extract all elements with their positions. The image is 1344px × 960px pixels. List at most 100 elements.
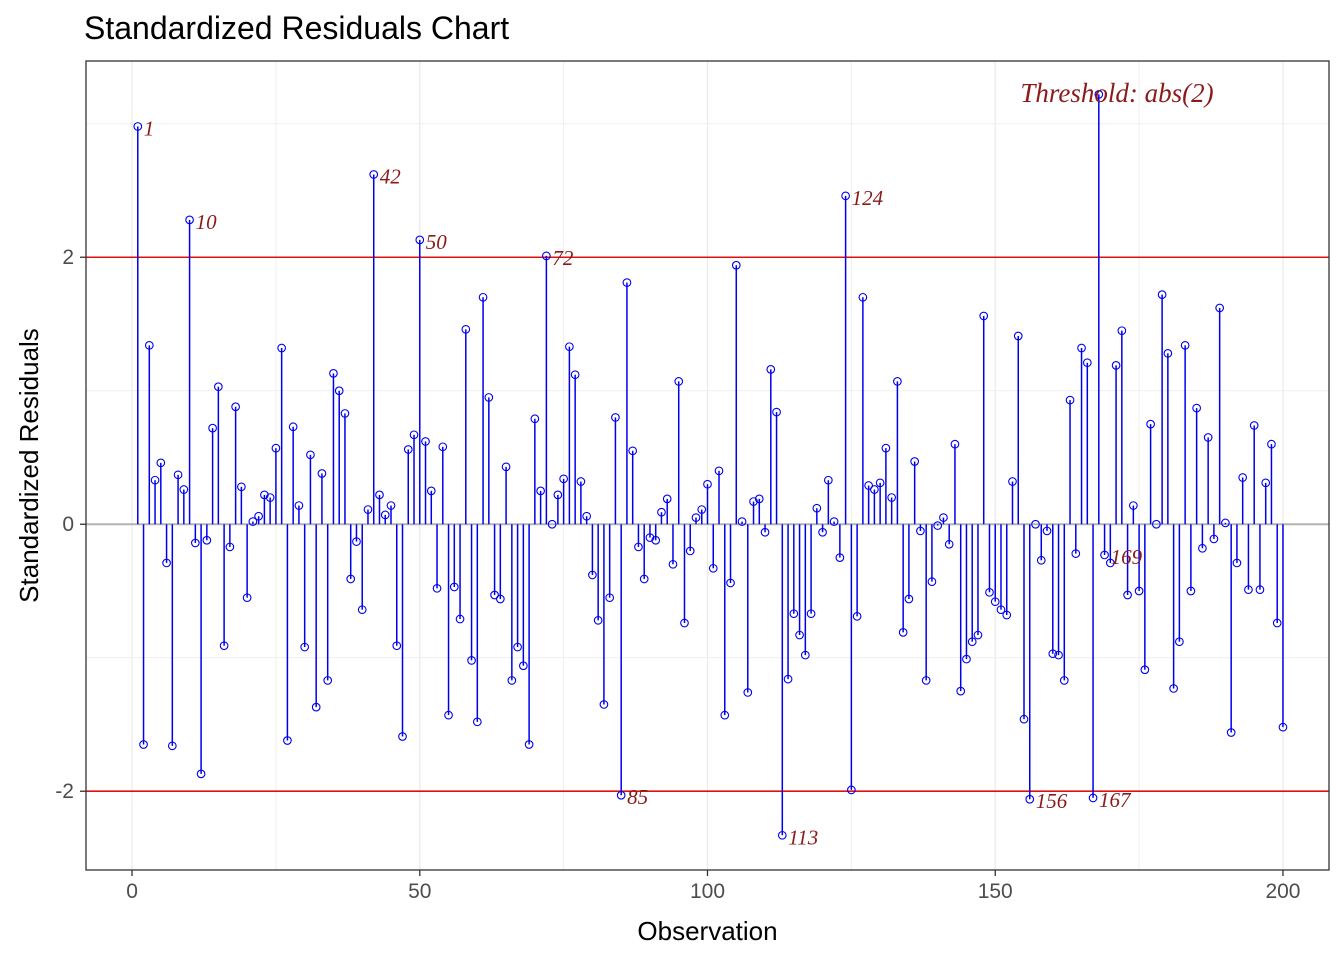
x-tick-label: 100	[690, 880, 725, 903]
residual-point	[1100, 550, 1109, 560]
residual-point	[979, 311, 989, 321]
residual-point	[1031, 519, 1040, 529]
residual-point	[415, 235, 425, 245]
residual-point	[144, 341, 154, 350]
residual-point	[1221, 518, 1230, 528]
residual-point	[864, 481, 873, 490]
residual-point	[524, 740, 534, 749]
residual-point	[593, 616, 603, 625]
residual-point	[1059, 676, 1069, 685]
residual-point	[265, 493, 275, 502]
residual-point	[311, 702, 321, 712]
residual-point	[519, 661, 528, 671]
residual-point	[703, 479, 712, 489]
residual-point	[599, 700, 609, 709]
residual-point	[444, 710, 453, 720]
point-layer	[133, 90, 1288, 840]
residual-point	[1175, 637, 1184, 647]
threshold-label: Threshold: abs(2)	[1020, 78, 1213, 108]
residual-point	[1238, 473, 1248, 482]
residual-point	[708, 563, 718, 573]
observation-label: 169	[1111, 545, 1143, 569]
residual-point	[214, 382, 223, 392]
residual-point	[559, 474, 568, 484]
residual-point	[760, 527, 770, 537]
residual-point	[277, 343, 287, 353]
residual-point	[254, 511, 263, 521]
residual-point	[1128, 501, 1138, 510]
residual-point	[852, 612, 862, 621]
residual-point	[219, 641, 229, 651]
residual-point	[530, 414, 540, 424]
residual-point	[1094, 90, 1104, 99]
x-axis-title: Observation	[637, 916, 777, 946]
observation-label: 1	[144, 116, 155, 140]
axis-layer: 0 50 100 150 200 -2 0 2	[55, 246, 1300, 903]
residual-point	[329, 369, 338, 378]
residual-point	[139, 740, 148, 749]
residual-point	[438, 442, 448, 452]
residual-point	[1244, 585, 1253, 595]
residual-point	[237, 482, 246, 492]
residual-point	[823, 475, 833, 485]
residual-point	[513, 642, 522, 652]
residual-point	[789, 609, 799, 619]
residual-point	[380, 510, 390, 520]
chart-title: Standardized Residuals Chart	[84, 10, 510, 46]
residual-point	[835, 553, 845, 562]
residual-point	[841, 191, 850, 201]
residual-point	[904, 594, 914, 604]
residual-point	[346, 574, 356, 584]
residual-point	[766, 365, 776, 374]
residual-point	[996, 605, 1006, 615]
residual-point	[455, 614, 465, 624]
residual-point	[363, 505, 373, 514]
residual-point	[1013, 331, 1023, 341]
residual-point	[1088, 793, 1098, 803]
residual-point	[582, 511, 592, 521]
residual-point	[357, 605, 367, 615]
residual-point	[1169, 684, 1178, 693]
residual-point	[375, 490, 384, 500]
residual-point	[1215, 303, 1225, 313]
grid-layer	[86, 61, 1329, 870]
x-tick-label: 200	[1265, 880, 1300, 903]
observation-label: 85	[627, 785, 648, 809]
residual-point	[893, 377, 902, 386]
residual-point	[800, 650, 810, 660]
residual-point	[743, 688, 753, 697]
residual-point	[1163, 349, 1173, 358]
residual-point	[1180, 341, 1190, 350]
residual-point	[1065, 395, 1075, 405]
residual-point	[881, 443, 891, 453]
residual-point	[691, 513, 701, 522]
residual-point	[179, 485, 189, 494]
residual-point	[553, 490, 563, 500]
residual-point	[283, 736, 292, 745]
residual-point	[156, 458, 166, 468]
residual-point	[1036, 555, 1046, 565]
residual-point	[484, 393, 494, 402]
residual-point	[1123, 590, 1132, 600]
residual-point	[190, 538, 200, 548]
residual-point	[225, 542, 235, 552]
residual-point	[1008, 477, 1017, 486]
residual-point	[231, 402, 240, 412]
observation-label: 42	[380, 164, 402, 188]
residual-point	[300, 642, 310, 652]
residual-point	[812, 503, 822, 513]
y-tick-label: -2	[55, 780, 74, 803]
residual-point	[1048, 649, 1058, 659]
residual-point	[777, 830, 787, 840]
residual-point	[956, 686, 966, 696]
residual-point	[939, 513, 948, 522]
residual-point	[409, 430, 419, 440]
residual-point	[1025, 794, 1035, 804]
residual-point	[323, 676, 333, 685]
residual-point	[208, 423, 217, 433]
residual-point	[870, 485, 879, 494]
observation-label: 167	[1099, 788, 1132, 812]
stem-layer	[137, 94, 1284, 836]
residual-point	[944, 539, 954, 549]
residual-point	[829, 517, 839, 526]
